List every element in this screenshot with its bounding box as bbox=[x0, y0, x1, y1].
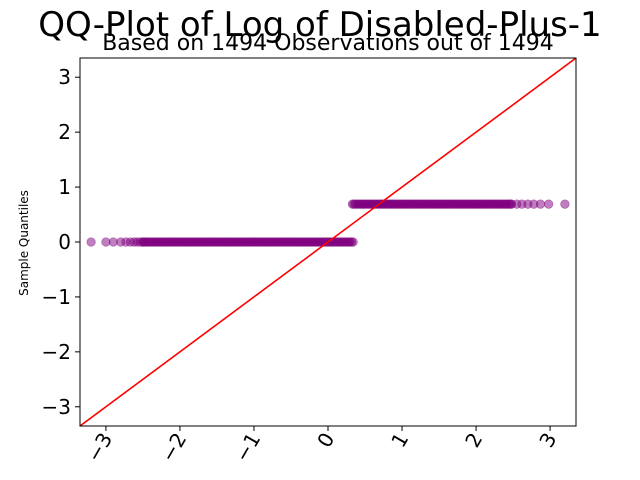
data-point bbox=[544, 199, 554, 209]
data-point bbox=[560, 199, 570, 209]
data-point bbox=[506, 199, 516, 209]
y-tick-label: 0 bbox=[58, 230, 71, 254]
reference-line bbox=[80, 58, 576, 426]
data-point bbox=[86, 237, 96, 247]
y-tick-label: −1 bbox=[42, 285, 71, 309]
data-point bbox=[535, 199, 546, 209]
y-tick-label: −3 bbox=[42, 395, 71, 419]
y-tick-label: 3 bbox=[58, 65, 71, 89]
y-axis-label: Sample Quantiles bbox=[17, 190, 31, 296]
chart-subtitle: Based on 1494 Observations out of 1494 bbox=[102, 31, 554, 56]
data-point bbox=[348, 237, 358, 247]
y-tick-label: 1 bbox=[58, 175, 71, 199]
y-tick-label: −2 bbox=[42, 340, 71, 364]
y-tick-label: 2 bbox=[58, 120, 71, 144]
chart-title: QQ-Plot of Log of Disabled-Plus-1 bbox=[38, 5, 601, 45]
